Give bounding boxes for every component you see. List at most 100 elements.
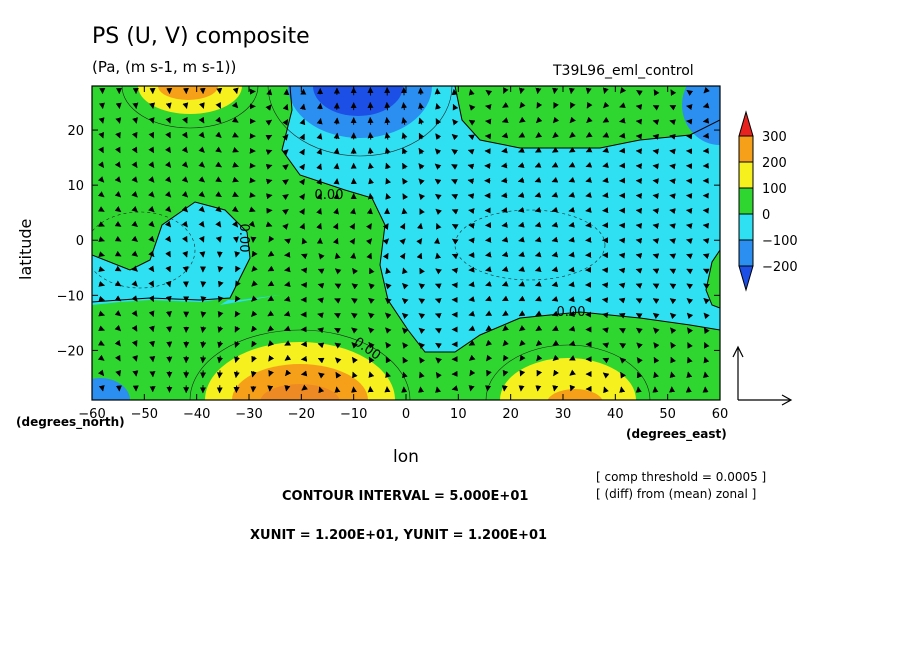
- wind-arrow: [114, 221, 122, 227]
- x-axis-label: lon: [393, 447, 419, 467]
- contour-label: 0.00: [236, 224, 251, 253]
- wind-arrow: [435, 103, 442, 110]
- wind-arrow: [703, 356, 710, 364]
- wind-arrow: [385, 312, 392, 319]
- wind-arrow: [251, 340, 258, 348]
- wind-arrow: [518, 221, 525, 228]
- wind-arrow: [181, 191, 189, 198]
- wind-arrow: [568, 325, 576, 332]
- wind-arrow: [703, 312, 710, 320]
- wind-arrow: [669, 371, 676, 379]
- wind-arrow: [451, 267, 459, 274]
- wind-arrow: [652, 133, 660, 140]
- wind-arrow: [451, 253, 459, 260]
- wind-arrow: [518, 147, 525, 153]
- wind-arrow: [164, 191, 172, 198]
- wind-arrow: [284, 281, 291, 288]
- wind-arrow: [653, 371, 659, 379]
- wind-arrow: [164, 176, 172, 183]
- wind-arrow: [486, 369, 492, 377]
- wind-arrow: [451, 179, 458, 185]
- wind-arrow: [316, 102, 323, 110]
- wind-arrow: [164, 220, 172, 228]
- wind-arrow: [568, 176, 576, 183]
- wind-arrow: [402, 162, 408, 170]
- wind-arrow: [200, 326, 207, 333]
- wind-arrow: [215, 161, 222, 168]
- wind-arrow: [517, 192, 525, 198]
- wind-arrow: [251, 250, 258, 258]
- wind-arrow: [351, 356, 358, 364]
- wind-arrow: [165, 102, 172, 109]
- wind-arrow: [569, 116, 576, 124]
- wind-arrow: [367, 132, 374, 140]
- wind-arrow: [182, 250, 188, 258]
- zero-contour: [454, 86, 720, 149]
- wind-arrow: [351, 342, 358, 349]
- wind-arrow: [232, 146, 239, 153]
- wind-arrow: [333, 162, 340, 170]
- wind-arrow: [98, 161, 105, 168]
- wind-arrow: [467, 193, 475, 200]
- wind-arrow: [265, 119, 273, 126]
- colorbar-label: 100: [762, 182, 787, 197]
- wind-arrow: [98, 236, 105, 242]
- wind-arrow: [132, 370, 139, 377]
- wind-arrow: [318, 372, 325, 379]
- wind-arrow: [670, 342, 677, 349]
- wind-arrow: [468, 281, 475, 288]
- wind-arrow: [635, 237, 643, 244]
- wind-arrow: [602, 372, 610, 379]
- wind-arrow: [98, 325, 105, 331]
- wind-arrow: [248, 220, 255, 228]
- wind-arrow: [686, 268, 693, 275]
- wind-arrow: [249, 192, 256, 198]
- wind-arrow: [551, 251, 559, 258]
- wind-arrow: [669, 119, 676, 126]
- wind-arrow: [367, 193, 374, 200]
- wind-arrow: [468, 340, 476, 346]
- wind-arrow: [333, 132, 340, 140]
- wind-arrow: [114, 146, 121, 154]
- wind-arrow: [368, 356, 375, 364]
- wind-arrow: [232, 87, 239, 95]
- wind-arrow: [536, 369, 543, 377]
- wind-arrow: [402, 283, 409, 290]
- wind-arrow: [619, 357, 627, 364]
- wind-arrow: [585, 176, 593, 183]
- wind-arrow: [669, 312, 677, 320]
- wind-arrow: [200, 355, 207, 364]
- wind-arrow: [619, 86, 627, 94]
- wind-arrow: [468, 296, 475, 302]
- wind-arrow: [635, 283, 643, 289]
- wind-arrow: [416, 238, 423, 245]
- wind-arrow: [653, 89, 660, 96]
- wind-arrow: [551, 295, 559, 302]
- wind-arrow: [98, 281, 105, 287]
- colorbar-segment: [738, 187, 754, 215]
- wind-arrow: [299, 193, 305, 201]
- wind-arrow: [368, 297, 375, 305]
- wind-arrow: [399, 223, 406, 230]
- wind-arrow: [518, 132, 526, 138]
- positive-region-west: [92, 86, 720, 400]
- wind-arrow: [517, 206, 525, 213]
- wind-arrow: [284, 354, 292, 361]
- wind-arrow: [301, 253, 308, 260]
- wind-arrow: [318, 253, 325, 260]
- wind-arrow: [382, 223, 389, 230]
- wind-arrow: [435, 386, 442, 393]
- wind-arrow: [687, 327, 694, 334]
- colorbar-segment: [738, 135, 754, 163]
- wind-arrow: [619, 386, 626, 393]
- x-tick-label: −30: [235, 407, 262, 422]
- y-unit-label: (degrees_north): [16, 415, 125, 429]
- wind-arrow: [334, 298, 341, 304]
- wind-arrow: [333, 178, 340, 185]
- wind-arrow: [266, 193, 273, 200]
- wind-arrow: [585, 161, 593, 168]
- wind-arrow: [334, 313, 341, 319]
- vector-units: XUNIT = 1.200E+01, YUNIT = 1.200E+01: [250, 528, 548, 543]
- wind-arrow: [451, 209, 459, 215]
- wind-arrow: [551, 206, 559, 213]
